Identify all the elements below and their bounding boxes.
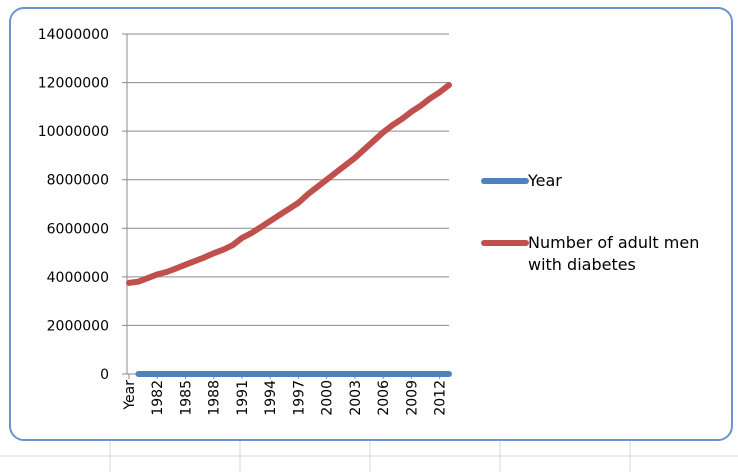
x-tick-label: 2003	[348, 380, 364, 416]
x-tick-label: 1988	[207, 380, 223, 416]
y-tick-label: 2000000	[47, 318, 109, 334]
chart-frame	[9, 7, 733, 441]
plot: 0 2000000 4000000 6000000 8000000 10000000 120…	[38, 27, 700, 416]
y-tick-label: 10000000	[38, 124, 109, 140]
x-tick-label: 2009	[404, 380, 420, 416]
series-line	[126, 82, 452, 286]
y-tick-label: 4000000	[47, 270, 109, 286]
x-tick-label: 1982	[150, 380, 166, 416]
legend-entry: Year	[528, 171, 562, 190]
x-tick-label: 2012	[433, 380, 449, 416]
y-tick-label: 14000000	[38, 27, 109, 43]
x-tick-label: 2000	[320, 380, 336, 416]
x-tick-label: 1985	[178, 380, 194, 416]
y-tick-label: 6000000	[47, 221, 109, 237]
x-tick-label: 1991	[235, 380, 251, 416]
x-tick-label: 2006	[376, 380, 392, 416]
legend-label: Year	[528, 171, 562, 190]
legend-entry: Number of adult men with diabetes	[528, 233, 700, 274]
x-tick-label: 1997	[291, 380, 307, 416]
y-tick-label: 12000000	[38, 76, 109, 92]
legend-label: Number of adult men with diabetes	[528, 233, 700, 274]
y-tick-label: 8000000	[47, 173, 109, 189]
x-tick-label: Year	[122, 380, 138, 411]
y-tick-label: 0	[100, 367, 109, 383]
x-tick-label: 1994	[263, 380, 279, 416]
